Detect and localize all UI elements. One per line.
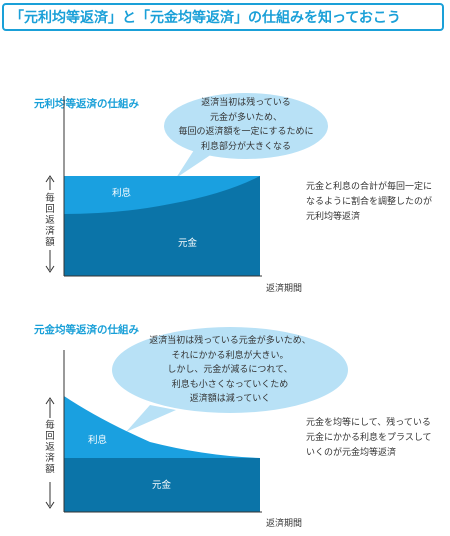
section1-speech-bubble — [164, 93, 328, 178]
section1-principal-label: 元金 — [178, 238, 198, 249]
section2-interest-area — [64, 396, 260, 458]
page-title: 「元利均等返済」と「元金均等返済」の仕組みを知っておこう — [2, 3, 444, 31]
section1-interest-label: 利息 — [112, 188, 132, 199]
section2-title: 元金均等返済の仕組み — [34, 324, 139, 336]
section2-speech-bubble — [112, 327, 348, 432]
section1-y-arrow — [45, 175, 55, 273]
section1-y-label: 毎回返済額 — [45, 193, 55, 248]
section2-principal-label: 元金 — [152, 480, 172, 491]
section2-y-arrow — [45, 397, 55, 509]
section2-side-text: 元金を均等にして、残っている 元金にかかる利息をプラスして いくのが元金均等返済 — [306, 418, 432, 458]
section1-title: 元利均等返済の仕組み — [34, 98, 139, 110]
section2-bubble-text: 返済当初は残っている元金が多いため、 それにかかる利息が大きい。 しかし、元金が… — [149, 336, 311, 404]
section2-y-label: 毎回返済額 — [45, 420, 55, 475]
section1-x-label: 返済期間 — [266, 284, 303, 294]
section2-interest-label: 利息 — [88, 435, 108, 446]
section1-principal-area — [64, 176, 260, 276]
section2-x-label: 返済期間 — [266, 519, 303, 529]
section1-bubble-text: 返済当初は残っている 元金が多いため、 毎回の返済額を一定にするために 利息部分… — [178, 98, 314, 152]
section1-side-text: 元金と利息の合計が毎回一定に なるように割合を調整したのが 元利均等返済 — [306, 182, 433, 222]
section2-principal-area — [64, 458, 260, 512]
